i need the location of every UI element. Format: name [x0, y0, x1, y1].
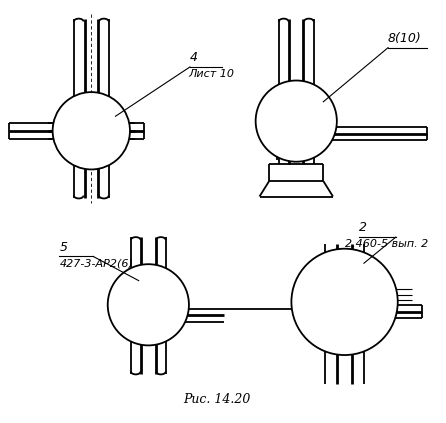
Text: 5: 5	[59, 241, 67, 253]
Text: 2.460-5 вып. 2: 2.460-5 вып. 2	[345, 239, 428, 249]
Circle shape	[291, 249, 398, 355]
Text: 427-3-АР2(6): 427-3-АР2(6)	[59, 258, 133, 268]
Text: Рис. 14.20: Рис. 14.20	[183, 393, 251, 407]
Circle shape	[108, 264, 189, 346]
Circle shape	[256, 80, 337, 162]
Text: Лист 10: Лист 10	[188, 69, 234, 79]
Circle shape	[53, 92, 130, 170]
Text: 4: 4	[190, 51, 198, 64]
Text: 8(10): 8(10)	[388, 32, 422, 45]
Text: 2: 2	[359, 221, 367, 234]
